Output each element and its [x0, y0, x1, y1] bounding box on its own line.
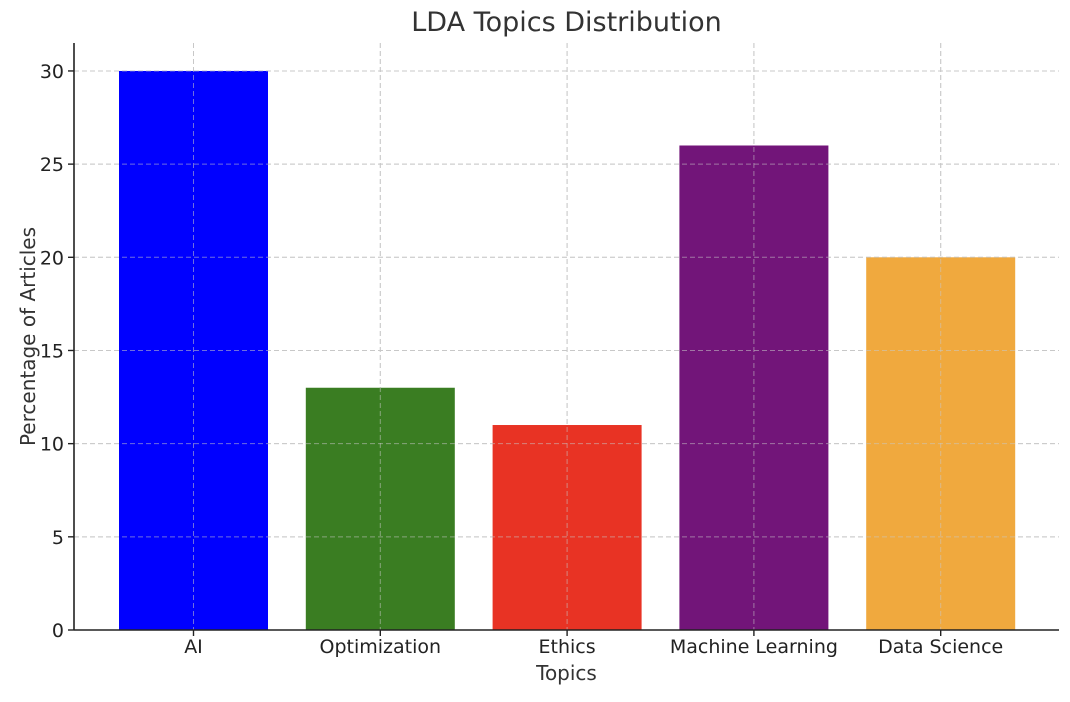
y-tick-label: 0	[52, 620, 64, 642]
x-tick-label: Optimization	[320, 636, 442, 658]
grid-overlay	[74, 43, 1059, 630]
chart-title: LDA Topics Distribution	[411, 7, 722, 38]
x-tick-label: Data Science	[878, 636, 1003, 658]
y-tick-label: 10	[40, 434, 64, 456]
ticks: 0 5 10 15 20 25 30 AI Optimization Ethics Machine …	[40, 61, 1003, 658]
y-tick-label: 25	[40, 154, 64, 176]
bars	[74, 43, 1059, 630]
y-tick-label: 30	[40, 61, 64, 83]
y-tick-label: 5	[52, 527, 64, 549]
y-axis-label: Percentage of Articles	[16, 227, 40, 446]
y-tick-label: 15	[40, 340, 64, 362]
x-tick-label: AI	[184, 636, 203, 658]
y-tick-label: 20	[40, 247, 64, 269]
x-axis-label: Topics	[535, 661, 597, 685]
x-tick-label: Machine Learning	[670, 636, 838, 658]
x-tick-label: Ethics	[539, 636, 596, 658]
